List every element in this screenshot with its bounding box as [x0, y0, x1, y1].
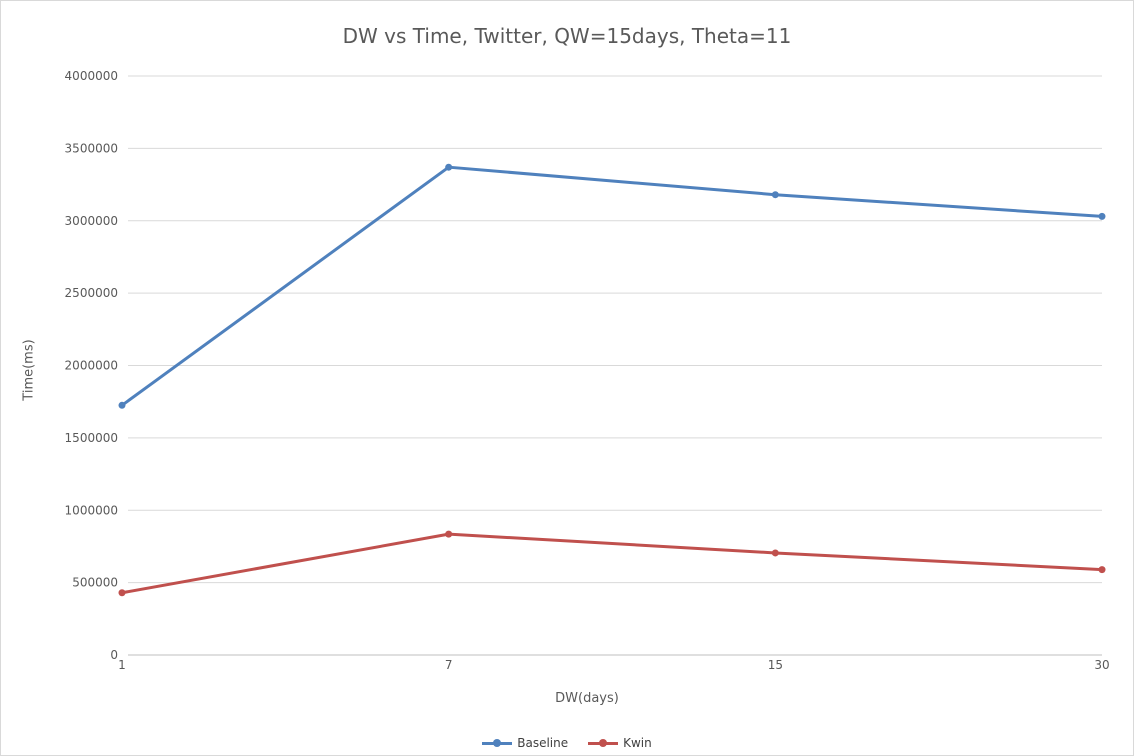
x-tick-label: 30 — [1094, 658, 1109, 672]
data-point-kwin — [771, 549, 779, 557]
y-tick-label: 1500000 — [65, 431, 118, 445]
series-line-baseline — [121, 165, 1103, 407]
y-tick-label: 3500000 — [65, 141, 118, 155]
y-tick-label: 4000000 — [65, 69, 118, 83]
y-tick-label: 2000000 — [65, 359, 118, 373]
legend-swatch-kwin — [588, 737, 619, 749]
x-tick-label: 15 — [768, 658, 783, 672]
data-point-kwin — [445, 530, 453, 538]
chart-title: DW vs Time, Twitter, QW=15days, Theta=11 — [342, 24, 792, 48]
x-axis-label: DW(days) — [555, 691, 619, 706]
data-point-baseline — [1098, 212, 1106, 220]
data-point-baseline — [118, 401, 126, 409]
y-tick-label: 3000000 — [65, 214, 118, 228]
legend: Baseline Kwin — [0, 736, 1134, 750]
data-point-kwin — [118, 589, 126, 597]
legend-swatch-baseline — [482, 737, 513, 749]
y-tick-label: 0 — [110, 648, 118, 662]
legend-item-kwin: Kwin — [588, 736, 652, 750]
data-point-kwin — [1098, 566, 1106, 574]
y-tick-label: 500000 — [72, 576, 118, 590]
y-tick-label: 1000000 — [65, 503, 118, 517]
data-point-baseline — [771, 191, 779, 199]
y-tick-label: 2500000 — [65, 286, 118, 300]
data-point-baseline — [445, 163, 453, 171]
legend-label-kwin: Kwin — [623, 736, 652, 750]
x-tick-label: 1 — [118, 658, 126, 672]
legend-item-baseline: Baseline — [482, 736, 568, 750]
series-line-kwin — [121, 532, 1103, 595]
legend-label-baseline: Baseline — [517, 736, 569, 750]
y-axis-label: Time(ms) — [21, 339, 37, 401]
x-tick-label: 7 — [445, 658, 453, 672]
